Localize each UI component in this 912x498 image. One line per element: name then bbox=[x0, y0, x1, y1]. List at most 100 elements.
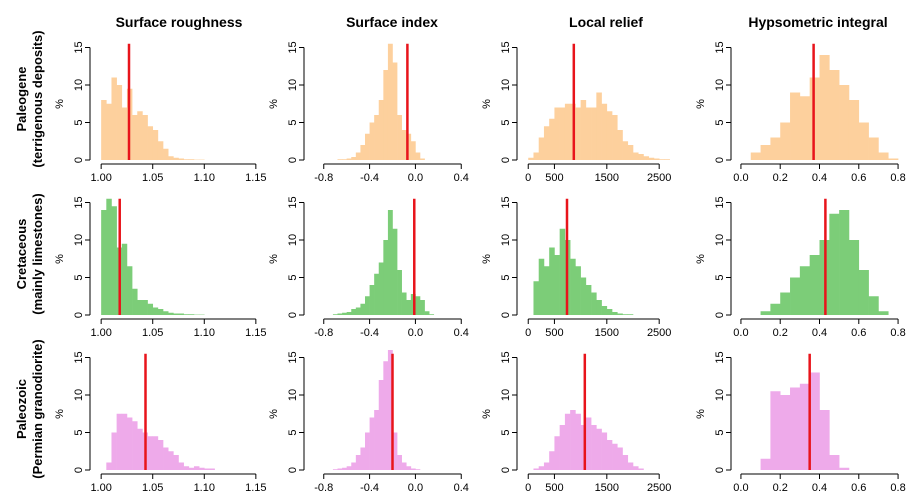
histogram-bar bbox=[819, 410, 830, 470]
histogram-bars bbox=[750, 55, 899, 160]
histogram-bar bbox=[575, 107, 581, 160]
histogram-bar bbox=[622, 314, 629, 315]
histogram-bar bbox=[209, 468, 215, 470]
x-tick-label: 0.0 bbox=[733, 172, 748, 184]
histogram-bar bbox=[627, 314, 634, 315]
y-tick-label: 0 bbox=[73, 312, 85, 318]
x-tick-label: 1.00 bbox=[90, 327, 111, 339]
histogram-bar bbox=[799, 266, 810, 315]
histogram-bar bbox=[770, 137, 781, 160]
histogram-bar bbox=[378, 100, 384, 160]
panel-1-3: 0 500 1500 2500 0 5 10 15% bbox=[481, 41, 671, 184]
y-tick-label: 10 bbox=[500, 234, 512, 246]
x-tick-label: 0.4 bbox=[812, 172, 827, 184]
x-axis: 1.00 1.05 1.10 1.15 bbox=[90, 473, 267, 494]
histogram-bar bbox=[533, 468, 540, 470]
histogram-bar bbox=[142, 115, 148, 160]
x-tick-label: 0.4 bbox=[454, 482, 469, 494]
x-axis: 1.00 1.05 1.10 1.15 bbox=[90, 318, 267, 339]
histogram-bar bbox=[383, 70, 389, 160]
y-tick-label: 10 bbox=[287, 234, 299, 246]
histogram-bar bbox=[424, 311, 430, 315]
histogram-bar bbox=[397, 115, 402, 160]
histogram-bar bbox=[415, 296, 421, 315]
histogram-bar bbox=[868, 296, 879, 315]
histogram-bar bbox=[101, 100, 107, 160]
histogram-bar bbox=[183, 159, 190, 160]
column-titles: Surface roughness Surface index Local re… bbox=[116, 14, 888, 30]
histogram-bar bbox=[332, 314, 338, 315]
y-tick-label: 0 bbox=[287, 467, 299, 473]
x-tick-label: 1.15 bbox=[245, 482, 266, 494]
y-axis-label: % bbox=[268, 409, 280, 419]
row-subtitle-paleogene: (terrigenous deposits) bbox=[30, 30, 45, 167]
panel-2-2: -0.8 -0.4 0.0 0.4 0 5 10 15% bbox=[268, 196, 469, 339]
histogram-bar bbox=[585, 417, 592, 470]
x-axis: -0.8 -0.4 0.0 0.4 bbox=[314, 163, 469, 184]
histogram-bar bbox=[617, 130, 623, 160]
x-tick-label: 0.4 bbox=[454, 327, 469, 339]
histogram-bar bbox=[168, 312, 174, 315]
histogram-bar bbox=[360, 303, 366, 315]
x-tick-label: 2500 bbox=[647, 172, 671, 184]
y-tick-label: 10 bbox=[500, 79, 512, 91]
y-axis: 0 5 10 15% bbox=[54, 196, 91, 318]
y-tick-label: 15 bbox=[287, 351, 299, 363]
histogram-bar bbox=[575, 266, 581, 315]
y-tick-label: 10 bbox=[73, 79, 85, 91]
y-tick-label: 0 bbox=[500, 157, 512, 163]
histogram-bar bbox=[420, 158, 425, 160]
y-tick-label: 5 bbox=[500, 119, 512, 125]
histogram-bar bbox=[549, 451, 555, 470]
histogram-bar bbox=[554, 255, 560, 315]
x-axis: 0.0 0.2 0.4 0.6 0.8 bbox=[733, 163, 906, 184]
panel-3-3: 0 500 1500 2500 0 5 10 15% bbox=[481, 351, 671, 494]
histogram-bar bbox=[543, 126, 550, 160]
histogram-bar bbox=[760, 145, 771, 160]
x-tick-label: 500 bbox=[545, 327, 563, 339]
y-tick-label: 5 bbox=[500, 429, 512, 435]
y-axis-label: % bbox=[268, 254, 280, 264]
x-tick-label: 0.0 bbox=[733, 482, 748, 494]
x-axis: 0 500 1500 2500 bbox=[525, 473, 671, 494]
histogram-bar bbox=[543, 462, 550, 470]
histogram-bar bbox=[415, 469, 421, 470]
histogram-bar bbox=[638, 154, 644, 160]
histogram-bar bbox=[355, 152, 361, 160]
histogram-bar bbox=[126, 266, 133, 315]
y-tick-label: 0 bbox=[714, 467, 726, 473]
x-tick-label: -0.4 bbox=[360, 172, 379, 184]
histogram-bar bbox=[559, 425, 566, 470]
histogram-bar bbox=[799, 383, 810, 470]
x-tick-label: 1.05 bbox=[142, 482, 163, 494]
histogram-bar bbox=[369, 122, 375, 160]
y-tick-label: 5 bbox=[73, 429, 85, 435]
y-tick-label: 15 bbox=[714, 41, 726, 53]
x-tick-label: 1.15 bbox=[245, 327, 266, 339]
histogram-bar bbox=[888, 158, 899, 160]
histogram-bar bbox=[790, 387, 801, 470]
panel-1-4: 0.0 0.2 0.4 0.6 0.8 0 5 10 15% bbox=[695, 41, 906, 184]
y-tick-label: 10 bbox=[714, 389, 726, 401]
histogram-bar bbox=[543, 266, 550, 315]
y-tick-label: 15 bbox=[73, 351, 85, 363]
histogram-bar bbox=[606, 440, 613, 470]
histogram-bar bbox=[848, 100, 860, 160]
x-axis: 0 500 1500 2500 bbox=[525, 163, 671, 184]
x-tick-label: 0.8 bbox=[890, 327, 905, 339]
histogram-bar bbox=[383, 361, 389, 470]
x-axis: -0.8 -0.4 0.0 0.4 bbox=[314, 318, 469, 339]
x-tick-label: 0 bbox=[525, 172, 531, 184]
x-axis: -0.8 -0.4 0.0 0.4 bbox=[314, 473, 469, 494]
y-axis-label: % bbox=[695, 409, 707, 419]
histogram-bar bbox=[819, 55, 830, 160]
x-tick-label: 1.10 bbox=[194, 482, 215, 494]
histogram-bar bbox=[401, 292, 407, 315]
histogram-bar bbox=[790, 92, 801, 160]
y-axis: 0 5 10 15% bbox=[54, 41, 91, 163]
x-tick-label: 1500 bbox=[595, 327, 619, 339]
histogram-bar bbox=[780, 292, 791, 315]
histogram-bar bbox=[183, 466, 190, 470]
column-title-local-relief: Local relief bbox=[569, 14, 643, 30]
histogram-bar bbox=[580, 100, 587, 160]
